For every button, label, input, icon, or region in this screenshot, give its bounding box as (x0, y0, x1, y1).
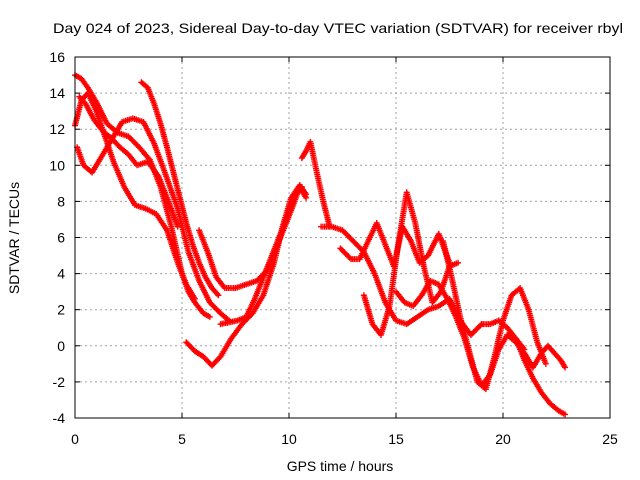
x-tick-label: 20 (495, 431, 511, 447)
series-track (138, 79, 222, 299)
data-point (562, 411, 569, 418)
y-tick-label: 12 (49, 121, 65, 137)
x-tick-labels: 0 5 10 15 20 25 (71, 431, 618, 447)
data-point (455, 259, 462, 266)
y-axis-title: SDTVAR / TECUs (6, 182, 22, 294)
data-point (191, 295, 198, 302)
series-track (76, 93, 181, 230)
x-tick-label: 15 (388, 431, 404, 447)
y-tick-label: 0 (57, 338, 65, 354)
data-point (215, 292, 222, 299)
series-track (298, 138, 333, 230)
x-tick-label: 10 (281, 431, 297, 447)
x-axis-title: GPS time / hours (287, 458, 394, 474)
data-point (206, 313, 213, 320)
y-tick-labels: -4 -2 0 2 4 6 8 10 12 14 16 (49, 49, 65, 426)
axis-ticks (74, 56, 611, 419)
y-tick-label: 8 (57, 193, 65, 209)
data-point (562, 364, 569, 371)
y-tick-label: 10 (49, 157, 65, 173)
x-tick-label: 5 (178, 431, 186, 447)
x-tick-label: 25 (602, 431, 618, 447)
y-tick-label: 4 (57, 266, 65, 282)
y-tick-label: 16 (49, 49, 65, 65)
series-track (440, 238, 549, 393)
y-tick-label: -4 (53, 410, 66, 426)
y-tick-label: 14 (49, 85, 65, 101)
data-point (298, 183, 305, 190)
y-tick-label: -2 (53, 374, 66, 390)
series-track (74, 115, 233, 324)
data-points (72, 72, 569, 418)
data-point (542, 360, 549, 367)
series-track (318, 223, 485, 338)
y-tick-label: 2 (57, 302, 65, 318)
data-point (303, 194, 310, 201)
data-point (174, 223, 181, 230)
series-track (504, 331, 569, 371)
series-track (217, 183, 305, 328)
x-tick-label: 0 (71, 431, 79, 447)
y-tick-label: 6 (57, 230, 65, 246)
chart-title: Day 024 of 2023, Sidereal Day-to-day VTE… (53, 20, 623, 36)
